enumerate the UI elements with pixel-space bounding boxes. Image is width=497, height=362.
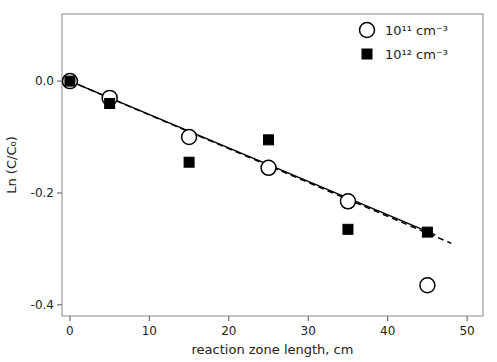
point	[340, 194, 355, 209]
fit-line	[70, 81, 435, 235]
chart: 0 10 20 30 40 50 0.0 -0.2 -0.4 reaction zone leng…	[0, 0, 497, 362]
point	[420, 278, 435, 293]
x-tick-label: 50	[459, 324, 474, 338]
x-axis-label: reaction zone length, cm	[192, 342, 354, 357]
legend-label: 10¹² cm⁻³	[385, 47, 448, 62]
legend-swatch	[362, 49, 372, 59]
y-tick-label: -0.2	[31, 186, 54, 200]
y-axis-label: Ln (C/C₀)	[4, 136, 19, 194]
legend-label: 10¹¹ cm⁻³	[385, 23, 448, 38]
x-tick	[228, 316, 229, 321]
y-tick	[57, 81, 62, 82]
plot-frame	[62, 14, 483, 316]
y-tick-label: 0.0	[35, 74, 54, 88]
x-tick	[467, 316, 468, 321]
fit-line	[70, 81, 451, 243]
point	[65, 76, 75, 86]
legend: 10¹¹ cm⁻³ 10¹² cm⁻³	[360, 23, 448, 63]
point	[182, 130, 197, 145]
plot-area	[62, 74, 451, 293]
x-tick-label: 20	[221, 324, 236, 338]
x-tick	[387, 316, 388, 321]
x-tick-label: 10	[142, 324, 157, 338]
point	[264, 135, 274, 145]
y-tick-label: -0.4	[31, 298, 54, 312]
x-tick	[308, 316, 309, 321]
point	[62, 74, 77, 89]
x-tick-label: 30	[301, 324, 316, 338]
point	[343, 224, 353, 234]
y-tick	[57, 192, 62, 193]
point	[422, 227, 432, 237]
point	[184, 157, 194, 167]
point	[105, 98, 115, 108]
point	[261, 160, 276, 175]
x-tick	[149, 316, 150, 321]
y-tick	[57, 304, 62, 305]
x-tick-label: 40	[380, 324, 395, 338]
x-tick-label: 0	[66, 324, 74, 338]
legend-swatch	[360, 23, 375, 38]
x-tick	[69, 316, 70, 321]
